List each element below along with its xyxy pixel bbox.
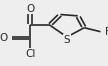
Text: O: O: [0, 33, 8, 43]
Text: O: O: [26, 4, 34, 14]
Text: F: F: [105, 27, 108, 37]
Text: Cl: Cl: [25, 49, 35, 59]
Text: S: S: [64, 35, 70, 45]
